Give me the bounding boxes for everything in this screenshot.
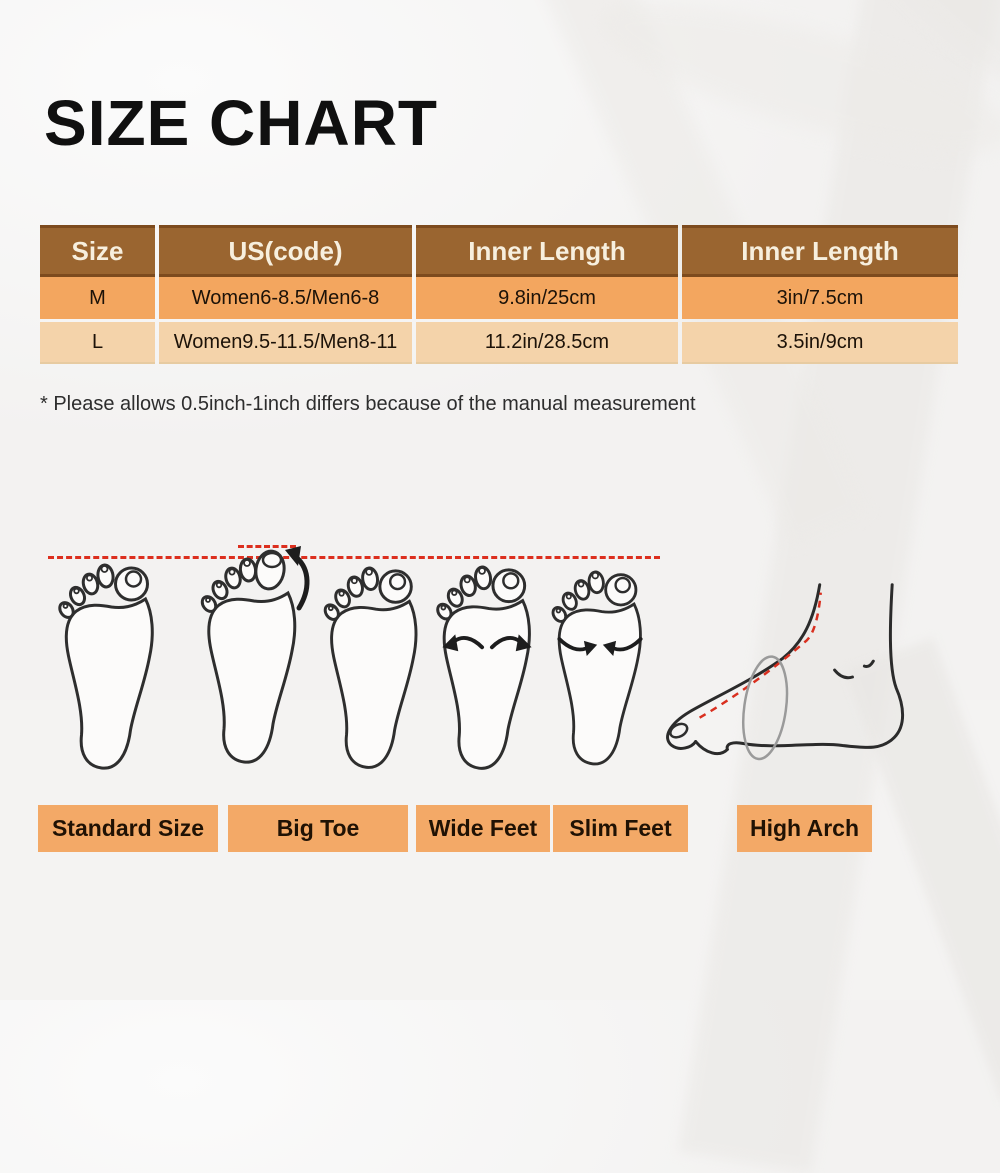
foot-type-label-high-arch: High Arch xyxy=(737,805,872,852)
girth-ellipse xyxy=(742,655,789,761)
table-header-row: Size US(code) Inner Length Inner Length xyxy=(40,225,958,277)
big-toe-arrow-icon xyxy=(294,555,310,611)
ankle-line xyxy=(833,668,854,680)
high-arch-foot-illustration xyxy=(666,583,905,761)
cell-inner-length-1: 9.8in/25cm xyxy=(416,277,678,319)
table-header-us-code: US(code) xyxy=(159,225,412,277)
standard-foot-illustration xyxy=(323,566,418,769)
ankle-line xyxy=(862,659,875,669)
cell-us-code: Women9.5-11.5/Men8-11 xyxy=(159,322,412,364)
page-title: SIZE CHART xyxy=(44,87,438,159)
foot-type-label-slim-feet: Slim Feet xyxy=(553,805,688,852)
palm-leaf-watermark xyxy=(807,0,1000,187)
standard-foot-illustration xyxy=(58,563,154,770)
cell-inner-length-2: 3in/7.5cm xyxy=(682,277,958,319)
big-toe-foot-illustration xyxy=(200,546,310,764)
size-chart-page: { "title": "SIZE CHART", "table": { "hea… xyxy=(0,0,1000,1000)
cell-size: M xyxy=(40,277,155,319)
size-table: Size US(code) Inner Length Inner Length … xyxy=(40,225,958,364)
foot-type-label-wide-feet: Wide Feet xyxy=(416,805,550,852)
table-header-inner-length-1: Inner Length xyxy=(416,225,678,277)
cell-inner-length-1: 11.2in/28.5cm xyxy=(416,322,678,364)
toe-measure-dashed-line xyxy=(48,556,660,559)
foot-type-label-standard-size: Standard Size xyxy=(38,805,218,852)
big-toe-dashed-line xyxy=(238,545,296,548)
inward-width-arrows-icon xyxy=(557,637,643,657)
table-header-inner-length-2: Inner Length xyxy=(682,225,958,277)
table-header-size: Size xyxy=(40,225,155,277)
slim-foot-illustration xyxy=(551,570,643,766)
measurement-footnote: * Please allows 0.5inch-1inch differs be… xyxy=(40,393,696,415)
table-row-l: L Women9.5-11.5/Men8-11 11.2in/28.5cm 3.… xyxy=(40,322,958,364)
cell-size: L xyxy=(40,322,155,364)
cell-inner-length-2: 3.5in/9cm xyxy=(682,322,958,364)
table-row-m: M Women6-8.5/Men6-8 9.8in/25cm 3in/7.5cm xyxy=(40,277,958,319)
wide-foot-illustration xyxy=(436,565,532,770)
outward-width-arrows-icon xyxy=(442,634,532,652)
cell-us-code: Women6-8.5/Men6-8 xyxy=(159,277,412,319)
foot-type-label-big-toe: Big Toe xyxy=(228,805,408,852)
palm-leaf-watermark xyxy=(585,0,1000,183)
arch-dashed-line xyxy=(698,592,822,719)
